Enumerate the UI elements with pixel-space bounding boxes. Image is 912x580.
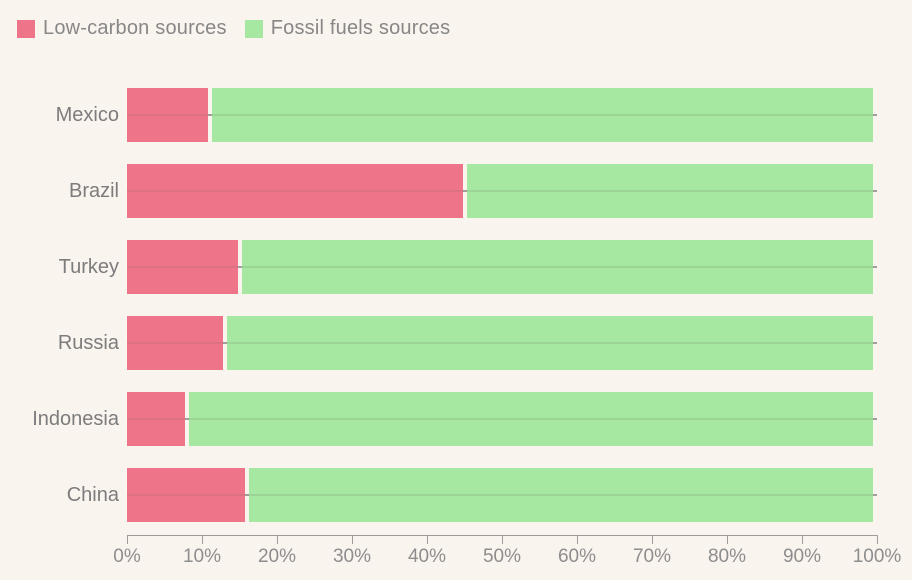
bar-segment-low-carbon[interactable]	[127, 88, 208, 142]
category-label: Mexico	[55, 104, 119, 126]
bar-segment-fossil-fuels[interactable]	[241, 240, 873, 294]
row-gridline-tint	[127, 342, 877, 344]
legend-item-fossil-fuels[interactable]: Fossil fuels sources	[244, 17, 451, 40]
legend-label-low-carbon: Low-carbon sources	[43, 17, 227, 39]
category-label: Brazil	[68, 180, 119, 202]
category-label: Turkey	[58, 256, 119, 278]
bar-segment-low-carbon[interactable]	[127, 316, 223, 370]
axis-tick-label: 70%	[632, 546, 672, 567]
row-gridline-tint	[127, 418, 877, 420]
axis-tick	[877, 535, 878, 544]
axis-tick	[577, 535, 578, 544]
axis-tick-label: 20%	[257, 546, 297, 567]
axis-tick-label: 0%	[113, 546, 141, 567]
axis-tick	[727, 535, 728, 544]
legend-label-fossil-fuels: Fossil fuels sources	[270, 17, 451, 39]
category-label: Russia	[57, 332, 119, 354]
axis-tick-label: 100%	[852, 546, 902, 567]
category-label: Indonesia	[32, 408, 119, 430]
bar-row: Indonesia	[0, 392, 877, 446]
row-gridline-tint	[127, 494, 877, 496]
legend-swatch-low-carbon-icon	[17, 19, 35, 38]
axis-tick-label: 50%	[482, 546, 522, 567]
axis-tick-label: 90%	[782, 546, 822, 567]
axis-tick	[502, 535, 503, 544]
row-gridline-tint	[127, 190, 877, 192]
bar-row: Mexico	[0, 88, 877, 142]
legend: Low-carbon sources Fossil fuels sources	[17, 17, 450, 40]
axis-tick-label: 80%	[707, 546, 747, 567]
axis-tick-label: 10%	[182, 546, 222, 567]
bar-track	[127, 316, 877, 370]
bar-track	[127, 164, 877, 218]
axis-tick	[652, 535, 653, 544]
category-label: China	[66, 484, 119, 506]
axis-tick	[802, 535, 803, 544]
axis-tick-label: 60%	[557, 546, 597, 567]
axis-tick	[127, 535, 128, 544]
axis-tick	[202, 535, 203, 544]
bar-segment-low-carbon[interactable]	[127, 240, 238, 294]
bar-row: Russia	[0, 316, 877, 370]
bar-segment-low-carbon[interactable]	[127, 164, 463, 218]
axis-tick-label: 30%	[332, 546, 372, 567]
axis-tick	[352, 535, 353, 544]
legend-swatch-fossil-fuels-icon	[244, 19, 263, 38]
bar-track	[127, 240, 877, 294]
bar-track	[127, 392, 877, 446]
axis-tick-label: 40%	[407, 546, 447, 567]
bar-segment-fossil-fuels[interactable]	[211, 88, 873, 142]
bar-track	[127, 468, 877, 522]
bar-segment-fossil-fuels[interactable]	[249, 468, 873, 522]
bar-segment-fossil-fuels[interactable]	[189, 392, 873, 446]
bar-row: China	[0, 468, 877, 522]
bar-segment-fossil-fuels[interactable]	[226, 316, 873, 370]
bar-row: Brazil	[0, 164, 877, 218]
axis-tick	[277, 535, 278, 544]
row-gridline-tint	[127, 266, 877, 268]
bar-segment-fossil-fuels[interactable]	[466, 164, 873, 218]
legend-item-low-carbon[interactable]: Low-carbon sources	[17, 17, 227, 40]
row-gridline-tint	[127, 114, 877, 116]
bar-row: Turkey	[0, 240, 877, 294]
axis-tick	[427, 535, 428, 544]
bar-segment-low-carbon[interactable]	[127, 468, 245, 522]
bar-track	[127, 88, 877, 142]
bar-segment-low-carbon[interactable]	[127, 392, 185, 446]
